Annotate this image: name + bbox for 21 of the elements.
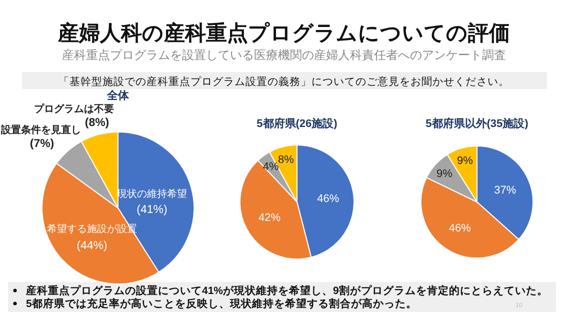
text: 5都府県では充足率が高いことを反映し、現状維持を希望する割合が高かった。 xyxy=(26,297,417,310)
slice-label: 設置条件を見直し xyxy=(0,124,81,136)
data-label: 46% xyxy=(448,222,472,235)
text: 「基幹型施設での産科重点プログラム設置の義務」についてのご意見をお聞かせください。 xyxy=(58,75,510,88)
text: 産科重点プログラムを設置している医療機関の産婦人科責任者へのアンケート調査 xyxy=(62,48,506,62)
text: 産婦人科の産科重点プログラムについての評価 xyxy=(57,21,510,45)
data-label: 42% xyxy=(258,212,281,224)
data-label: 37% xyxy=(494,184,516,196)
data-label: (41%) xyxy=(136,204,168,216)
text: 産科重点プログラムの設置について41%が現状維持を希望し、9割がプログラムを肯定的にとらえていた。 xyxy=(25,284,548,297)
chart-title: 全体 xyxy=(106,89,130,102)
data-label: 46% xyxy=(317,193,340,206)
data-label: 8% xyxy=(278,154,294,166)
data-label: (7%) xyxy=(30,138,54,150)
chart-title: 5都府県(26施設) xyxy=(256,117,338,130)
data-label: (8%) xyxy=(84,117,110,129)
chart-title: 5都府県以外(35施設) xyxy=(426,117,529,130)
data-label: 9% xyxy=(436,168,453,180)
data-label: 9% xyxy=(456,155,474,168)
data-label: (44%) xyxy=(76,240,108,252)
slice-label: プログラムは不要 xyxy=(34,103,114,115)
